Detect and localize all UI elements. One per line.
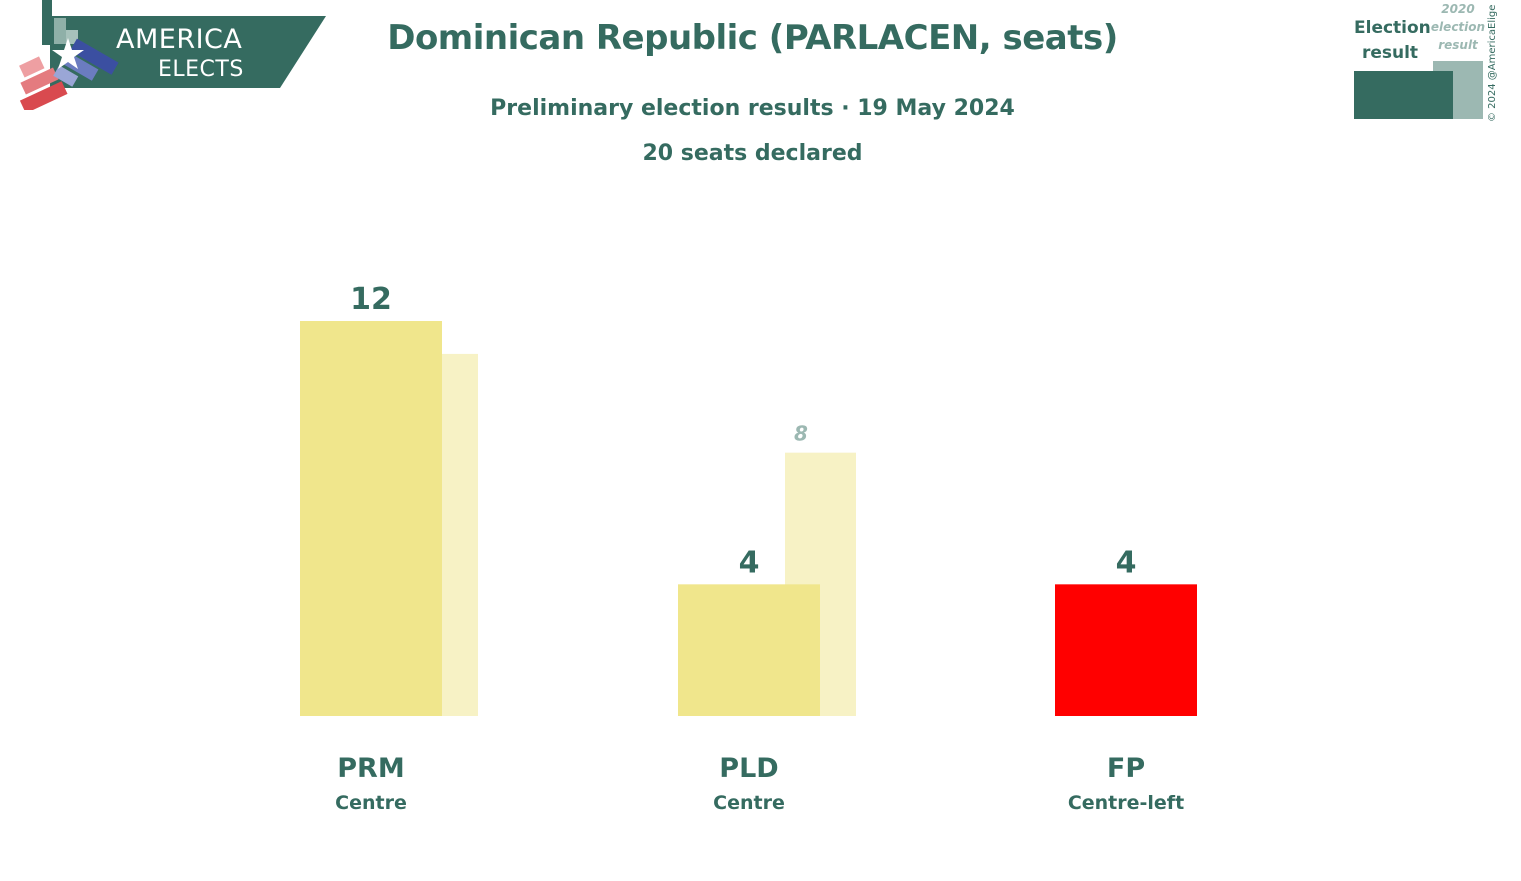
chart-title: Dominican Republic (PARLACEN, seats) (387, 18, 1118, 58)
brand-line2: ELECTS (158, 57, 244, 82)
category-label-pld: PLD (719, 753, 778, 784)
brand-line1: AMERICA (116, 24, 242, 55)
legend-previous-label: 2020 election result (1430, 2, 1486, 52)
legend-current-swatch (1354, 71, 1453, 119)
value-label-fp: 4 (1116, 545, 1137, 580)
bar-prm (300, 321, 442, 716)
value-label-pld: 4 (739, 545, 760, 580)
category-label-prm: PRM (337, 753, 404, 784)
prev-value-label-pld: 8 (794, 422, 808, 446)
category-sublabel-pld: Centre (713, 792, 785, 814)
bar-pld (678, 584, 820, 716)
legend-current-label: Election result (1354, 18, 1431, 63)
legend: 2020 election result Election result (1340, 0, 1521, 130)
bar-fp (1055, 584, 1197, 716)
value-label-prm: 12 (350, 282, 392, 317)
seats-declared: 20 seats declared (642, 141, 863, 166)
america-elects-logo: AMERICA ELECTS (19, 0, 326, 110)
category-label-fp: FP (1107, 753, 1145, 784)
chart-subtitle: Preliminary election results · 19 May 20… (490, 96, 1015, 121)
category-sublabel-prm: Centre (335, 792, 407, 814)
category-sublabel-fp: Centre-left (1068, 792, 1184, 814)
